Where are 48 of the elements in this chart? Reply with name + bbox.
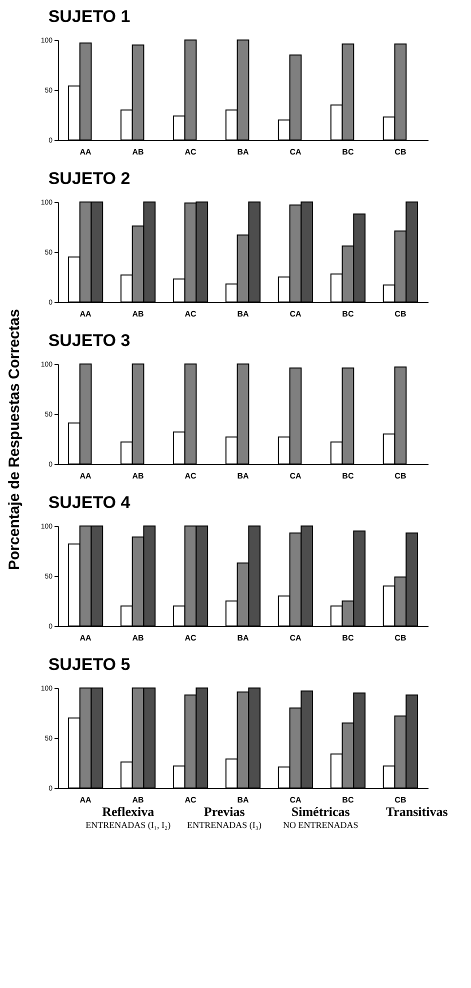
x-tick-label: AC bbox=[184, 796, 197, 804]
text: Simétricas bbox=[290, 804, 351, 820]
x-tick-label: BA bbox=[237, 148, 249, 156]
x-tick-label: BC bbox=[342, 796, 354, 804]
text: NO ENTRENADAS bbox=[282, 820, 360, 830]
x-tick-label: AC bbox=[184, 310, 197, 318]
y-axis-title: Porcentaje de Respuestas Correctas bbox=[6, 308, 23, 572]
x-tick-label: BA bbox=[237, 796, 249, 804]
x-tick-label: BA bbox=[237, 472, 249, 480]
x-tick-label: BC bbox=[342, 472, 354, 480]
x-tick-label: BC bbox=[342, 148, 354, 156]
x-tick-label: BC bbox=[342, 634, 354, 642]
x-tick-label: AA bbox=[80, 634, 92, 642]
x-tick-label: CB bbox=[394, 796, 406, 804]
chart-title: SUJETO 3 bbox=[48, 331, 130, 350]
x-tick-label: CB bbox=[394, 148, 406, 156]
x-tick-label: CB bbox=[394, 634, 406, 642]
x-tick-label: CB bbox=[394, 472, 406, 480]
x-tick-label: BA bbox=[237, 310, 249, 318]
text: Transitivas bbox=[384, 804, 449, 820]
x-tick-label: AB bbox=[132, 148, 144, 156]
x-tick-label: AB bbox=[132, 634, 144, 642]
x-tick-label: AB bbox=[132, 310, 144, 318]
chart-title: SUJETO 5 bbox=[48, 655, 130, 674]
x-tick-label: AB bbox=[132, 796, 144, 804]
x-tick-label: CA bbox=[290, 796, 302, 804]
x-tick-label: AA bbox=[80, 310, 92, 318]
x-tick-label: AC bbox=[184, 148, 197, 156]
x-tick-label: CA bbox=[290, 634, 302, 642]
x-tick-label: BC bbox=[342, 310, 354, 318]
text: Reflexiva bbox=[101, 804, 156, 820]
text: ENTRENADAS (I₃) bbox=[186, 820, 263, 830]
text: ENTRENADAS (I₁, I₂) bbox=[84, 820, 172, 830]
x-tick-label: AC bbox=[184, 634, 197, 642]
chart-title: SUJETO 1 bbox=[48, 7, 130, 26]
x-tick-label: CA bbox=[290, 148, 302, 156]
x-tick-label: AB bbox=[132, 472, 144, 480]
x-tick-label: AA bbox=[80, 148, 92, 156]
chart-title: SUJETO 2 bbox=[48, 169, 130, 188]
x-tick-label: AC bbox=[184, 472, 197, 480]
x-tick-label: AA bbox=[80, 796, 92, 804]
x-tick-label: CA bbox=[290, 472, 302, 480]
text: Previas bbox=[202, 804, 246, 820]
chart-title: SUJETO 4 bbox=[48, 493, 131, 512]
x-tick-label: CB bbox=[394, 310, 406, 318]
x-tick-label: AA bbox=[80, 472, 92, 480]
x-tick-label: BA bbox=[237, 634, 249, 642]
x-tick-label: CA bbox=[290, 310, 302, 318]
